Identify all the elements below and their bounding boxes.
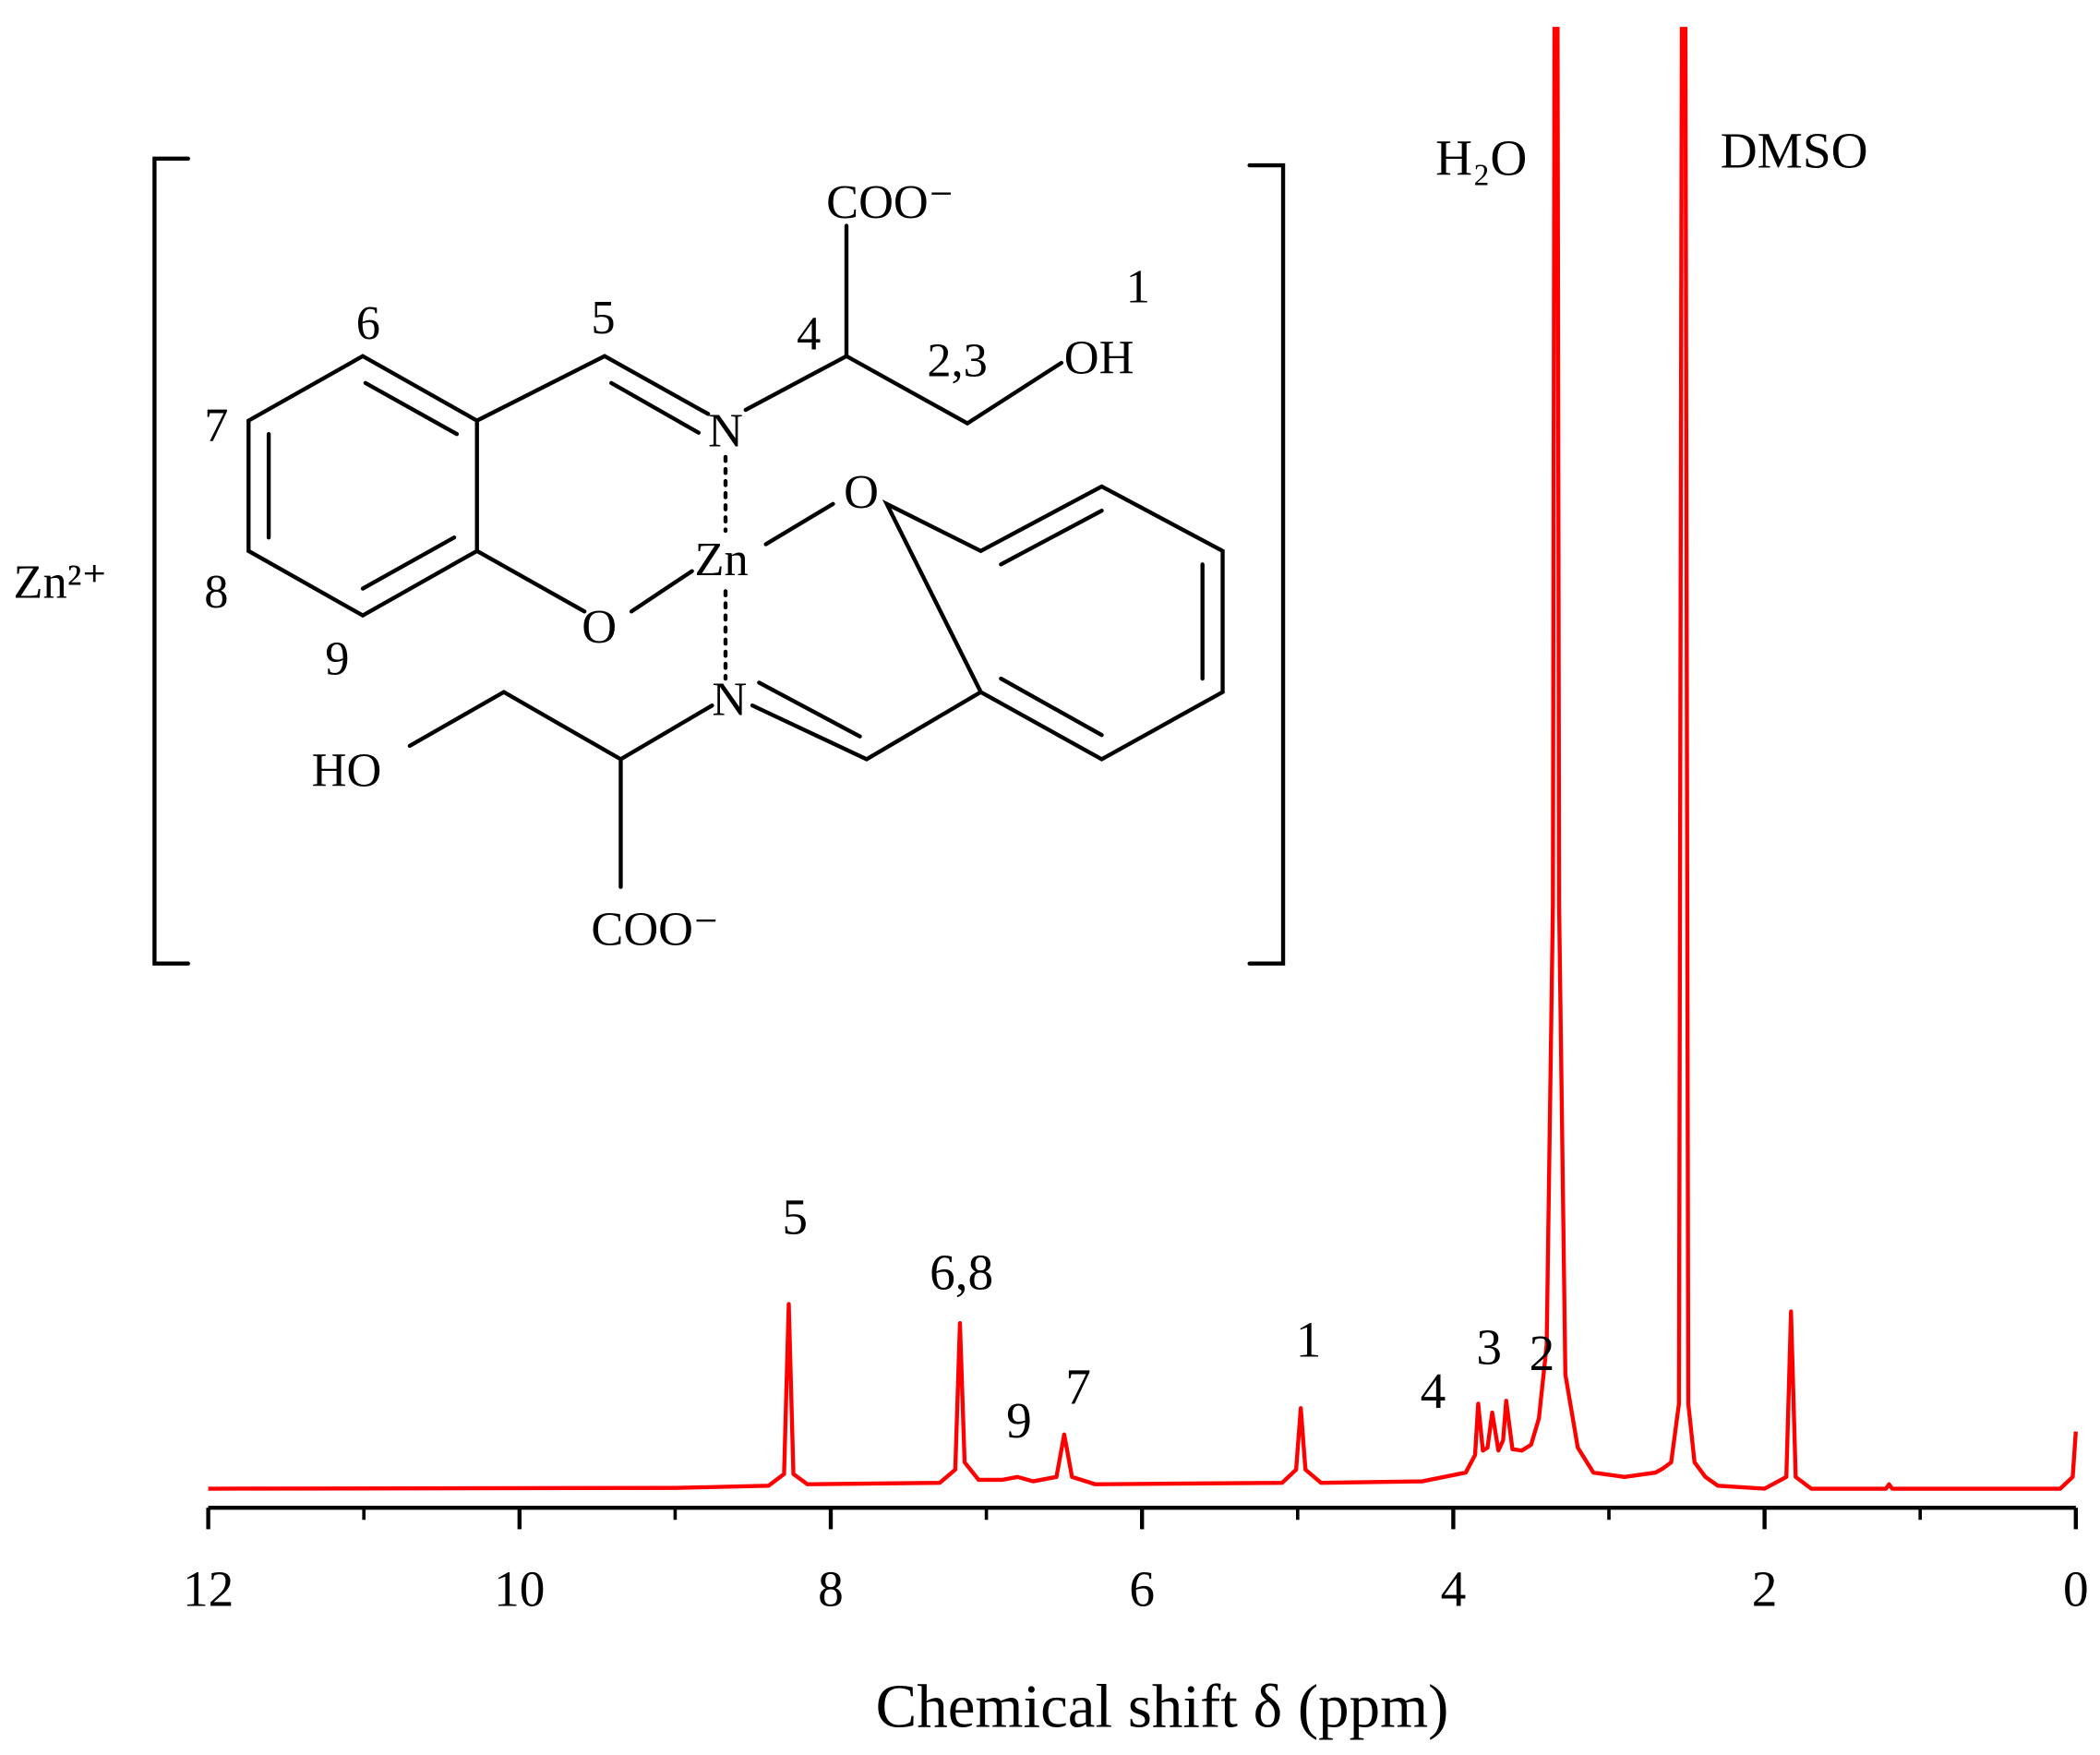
bonds	[474, 501, 835, 614]
x-tick-label: 2	[1752, 1560, 1778, 1617]
x-tick-label: 6	[1129, 1560, 1155, 1617]
atom-label: O	[582, 600, 617, 654]
spectrum-line	[208, 27, 2078, 1491]
atom-label: O	[844, 465, 879, 519]
peak-label: 9	[1006, 1392, 1032, 1448]
counter-ion: Zn²⁺	[14, 556, 108, 609]
bonds	[474, 223, 1064, 435]
atom-label: 6	[356, 296, 380, 350]
x-tick-label: 12	[183, 1560, 234, 1617]
atom-label: 7	[204, 398, 228, 451]
peak-label: 7	[1065, 1358, 1091, 1414]
peak-label: 1	[1296, 1312, 1322, 1368]
x-tick-label: 10	[494, 1560, 545, 1617]
peak-label: 3	[1476, 1319, 1502, 1376]
structure: Zn²⁺ COO⁻ 1 5 4 2,3 OH 6 7 8 9 N Zn O O …	[14, 156, 1286, 966]
ring	[882, 484, 1225, 762]
atom-label: Zn	[695, 533, 749, 586]
atom-label: N	[712, 672, 747, 726]
x-axis-title: Chemical shift δ (ppm)	[876, 1672, 1449, 1740]
bracket-right	[1247, 162, 1286, 966]
bracket-left	[152, 156, 190, 966]
atom-label: 1	[1126, 260, 1150, 314]
atom-label: N	[708, 403, 743, 457]
x-tick-label: 0	[2063, 1560, 2089, 1617]
ring	[246, 354, 479, 619]
atom-label: COO⁻	[826, 175, 954, 229]
atom-label: 9	[325, 632, 349, 686]
ring-double-bonds	[266, 380, 460, 591]
x-tick-label: 8	[818, 1560, 844, 1617]
x-tick-label: 4	[1441, 1560, 1467, 1617]
atom-label: 4	[797, 307, 821, 360]
peak-label: 6,8	[930, 1244, 993, 1301]
peak-label: DMSO	[1721, 122, 1868, 178]
bonds	[407, 680, 983, 889]
atom-label: 5	[591, 291, 615, 344]
atom-label: 2,3	[927, 334, 987, 388]
atom-label: HO	[312, 744, 382, 798]
atom-label: COO⁻	[591, 902, 718, 956]
peak-label: 2	[1530, 1325, 1555, 1381]
peak-label: 5	[782, 1188, 808, 1244]
atom-label: OH	[1064, 331, 1134, 385]
atom-label: 8	[204, 565, 228, 619]
peak-label: 4	[1421, 1363, 1446, 1419]
peak-label: H₂O	[1435, 129, 1527, 186]
